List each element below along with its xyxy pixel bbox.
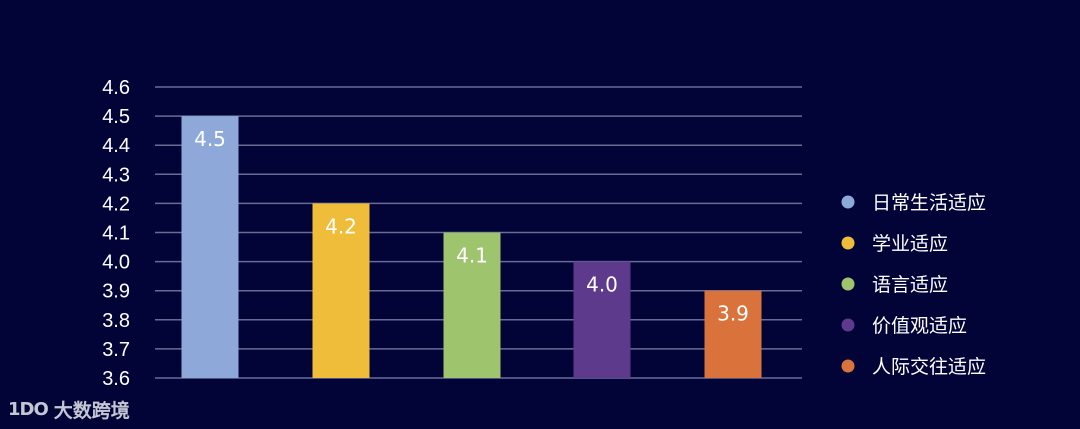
legend-marker bbox=[841, 195, 855, 209]
y-tick-label: 3.7 bbox=[102, 339, 130, 361]
legend-marker bbox=[841, 277, 855, 291]
legend-label: 学业适应 bbox=[872, 233, 948, 255]
y-tick-label: 4.1 bbox=[102, 223, 130, 245]
y-tick-label: 3.8 bbox=[102, 310, 130, 332]
watermark: 1DO 大数跨境 bbox=[8, 394, 130, 424]
legend-marker bbox=[841, 359, 855, 373]
y-tick-label: 4.5 bbox=[102, 106, 130, 128]
legend-label: 人际交往适应 bbox=[872, 356, 986, 378]
y-tick-label: 3.9 bbox=[102, 281, 130, 303]
data-label: 4.5 bbox=[194, 127, 226, 151]
y-tick-label: 3.6 bbox=[102, 368, 130, 390]
bar bbox=[181, 116, 239, 378]
legend-label: 语言适应 bbox=[872, 274, 948, 296]
data-label: 3.9 bbox=[717, 302, 749, 326]
watermark-logo: 1DO bbox=[8, 398, 49, 420]
y-tick-label: 4.0 bbox=[102, 252, 130, 274]
bar bbox=[312, 203, 370, 378]
bar bbox=[573, 261, 631, 378]
bar bbox=[704, 290, 762, 378]
data-label: 4.1 bbox=[456, 244, 488, 268]
data-label: 4.0 bbox=[586, 273, 618, 297]
legend-marker bbox=[841, 236, 855, 250]
y-tick-label: 4.3 bbox=[102, 164, 130, 186]
y-tick-label: 4.4 bbox=[102, 135, 130, 157]
legend-label: 日常生活适应 bbox=[872, 192, 986, 214]
watermark-text: 大数跨境 bbox=[53, 399, 130, 422]
legend-marker bbox=[841, 318, 855, 332]
bar bbox=[443, 232, 501, 378]
y-tick-label: 4.2 bbox=[102, 193, 130, 215]
data-label: 4.2 bbox=[325, 214, 357, 238]
legend-label: 价值观适应 bbox=[872, 315, 967, 337]
y-tick-label: 4.6 bbox=[102, 77, 130, 99]
